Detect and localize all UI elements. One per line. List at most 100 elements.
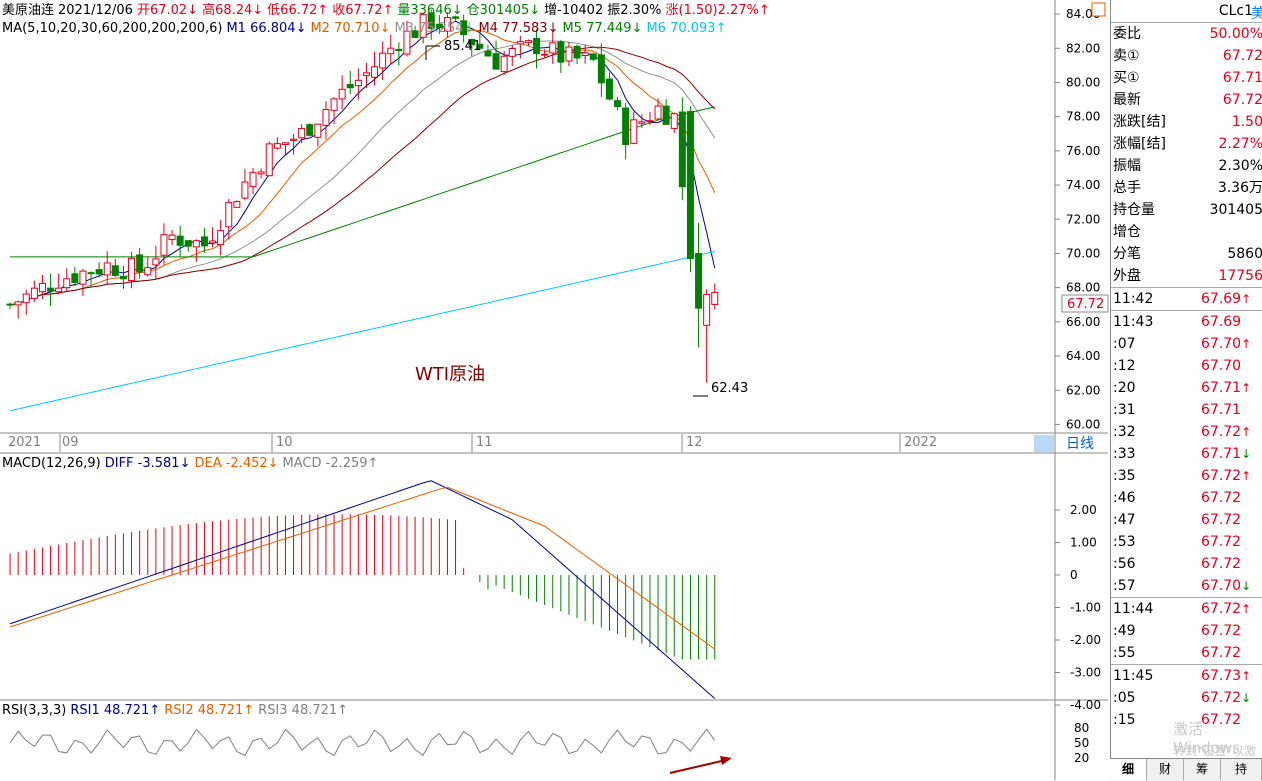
- candle-body: [30, 287, 38, 299]
- tick-price: 67.72↑: [1201, 465, 1251, 487]
- tick-time: :47: [1113, 512, 1136, 528]
- quote-row: 涨幅[结] 2.27%: [1111, 133, 1262, 155]
- candle-body: [379, 52, 387, 69]
- tick-price-value: 67.69: [1201, 314, 1242, 330]
- quote-label: 分笔: [1113, 246, 1141, 262]
- candle-body: [371, 66, 379, 78]
- price-axis-label: 68.00: [1066, 281, 1100, 295]
- tick-price: 67.71↓: [1201, 443, 1251, 465]
- tick-price: 67.72↑: [1201, 598, 1251, 620]
- tab-finance[interactable]: 财: [1147, 759, 1184, 780]
- settings-icon[interactable]: [1091, 2, 1106, 17]
- tick-row: :56 67.72: [1111, 553, 1262, 575]
- ma-line-m2: [9, 29, 716, 306]
- quote-label: 最新: [1113, 92, 1141, 108]
- tick-price: 67.72: [1201, 709, 1241, 731]
- candle-body: [452, 16, 460, 19]
- candle-body: [265, 143, 273, 177]
- oi-change: 增-10402: [544, 3, 604, 18]
- candle-body: [273, 143, 281, 149]
- ma-line-m1: [9, 20, 716, 306]
- candle-body: [549, 42, 557, 54]
- candle-body: [654, 105, 662, 120]
- price-header: 美原油连 2021/12/06 开67.02↓ 高68.24↓ 低66.72↑ 收67.7…: [2, 2, 774, 20]
- candle-body: [330, 98, 338, 111]
- last-price-tag-bg: [1061, 294, 1109, 313]
- candle-body: [346, 83, 354, 89]
- tick-price: 67.69: [1201, 311, 1241, 333]
- tick-price: 67.72: [1201, 642, 1241, 664]
- x-label-10: 10: [276, 435, 293, 450]
- ma-m6: M6 70.093↑: [646, 21, 727, 36]
- tick-time: 11:44: [1113, 601, 1154, 617]
- quote-row: 涨跌[结] 1.50: [1111, 111, 1262, 133]
- tab-chips[interactable]: 筹: [1184, 759, 1221, 780]
- tick-price-value: 67.71: [1201, 380, 1242, 396]
- tick-price: 67.72: [1201, 487, 1241, 509]
- tick-time: 11:43: [1113, 314, 1154, 330]
- candle-body: [128, 257, 136, 282]
- candle-body: [103, 262, 111, 276]
- tick-price-value: 67.72: [1201, 468, 1242, 484]
- tick-price: 67.70: [1201, 355, 1241, 377]
- candle-body: [516, 41, 524, 45]
- tick-arrow: ↑: [1241, 292, 1252, 306]
- macd-axis-label: 2.00: [1070, 503, 1097, 517]
- price-axis-label: 82.00: [1066, 41, 1100, 55]
- symbol-code: CLc1: [1218, 3, 1253, 19]
- macd-axis-label: 1.00: [1070, 536, 1097, 550]
- tick-list[interactable]: 11:42 67.69↑ 11:43 67.69:07 67.70↑:12 67.70:2…: [1111, 287, 1262, 731]
- candle-body: [136, 254, 144, 273]
- tick-price: 67.70↓: [1201, 575, 1251, 597]
- candle-body: [508, 47, 516, 57]
- tab-detail[interactable]: 细: [1110, 759, 1147, 780]
- macd-dea: DEA -2.452↓: [194, 456, 279, 471]
- candle-body: [605, 78, 613, 100]
- quote-label: 振幅: [1113, 158, 1141, 174]
- price-axis-label: 80.00: [1066, 75, 1100, 89]
- tick-time: :35: [1113, 468, 1136, 484]
- rsi2-value: RSI2 48.721↑: [164, 703, 255, 718]
- scroll-handle[interactable]: [1034, 435, 1054, 452]
- candle-body: [411, 30, 419, 38]
- candle-body: [597, 54, 605, 84]
- tick-row: :05 67.72↓: [1111, 687, 1262, 709]
- tick-arrow: ↑: [1241, 381, 1252, 395]
- tab-holdings[interactable]: 持: [1221, 759, 1262, 780]
- tick-row: 11:43 67.69: [1111, 310, 1262, 333]
- tick-price-value: 67.70: [1201, 336, 1242, 352]
- bar-date: 2021/12/06: [58, 3, 133, 18]
- candle-body: [281, 142, 289, 145]
- candle-body: [589, 53, 597, 60]
- tick-time: :49: [1113, 623, 1136, 639]
- x-label-11: 11: [476, 435, 493, 450]
- tick-price-value: 67.72: [1201, 534, 1242, 550]
- ma-m5: M5 77.449↓: [562, 21, 643, 36]
- candle-body: [200, 236, 208, 247]
- candle-body: [492, 53, 500, 70]
- macd-axis-label: -3.00: [1070, 666, 1101, 680]
- tick-arrow: ↑: [1241, 602, 1252, 616]
- candle-body: [581, 52, 589, 57]
- tick-row: :20 67.71↑: [1111, 377, 1262, 399]
- quote-value: 2.27%: [1218, 136, 1262, 152]
- candle-body: [249, 171, 257, 188]
- quote-row: 卖① 67.72: [1111, 45, 1262, 67]
- rsi-trend-arrow: [669, 759, 727, 774]
- period-daily-button[interactable]: 日线: [1066, 436, 1094, 452]
- candle-body: [217, 230, 225, 246]
- tick-time: :20: [1113, 380, 1136, 396]
- tick-price-value: 67.72: [1201, 601, 1242, 617]
- rsi-axis-label: 80: [1074, 721, 1089, 735]
- candle-body: [403, 30, 411, 55]
- x-label-09: 09: [62, 435, 79, 450]
- tick-price-value: 67.72: [1201, 712, 1242, 728]
- candle-body: [622, 107, 630, 145]
- low-price-label: 62.43: [711, 381, 748, 396]
- quote-sidebar: CLc1 美 委比 50.00% 卖① 67.72 买① 67.71 最新 67.72 涨跌[结…: [1110, 0, 1262, 780]
- ma-header: MA(5,10,20,30,60,200,200,200,6) M1 66.804…: [2, 20, 730, 38]
- candle-body: [184, 240, 192, 247]
- tick-time: :32: [1113, 424, 1136, 440]
- ma-m2: M2 70.710↓: [310, 21, 391, 36]
